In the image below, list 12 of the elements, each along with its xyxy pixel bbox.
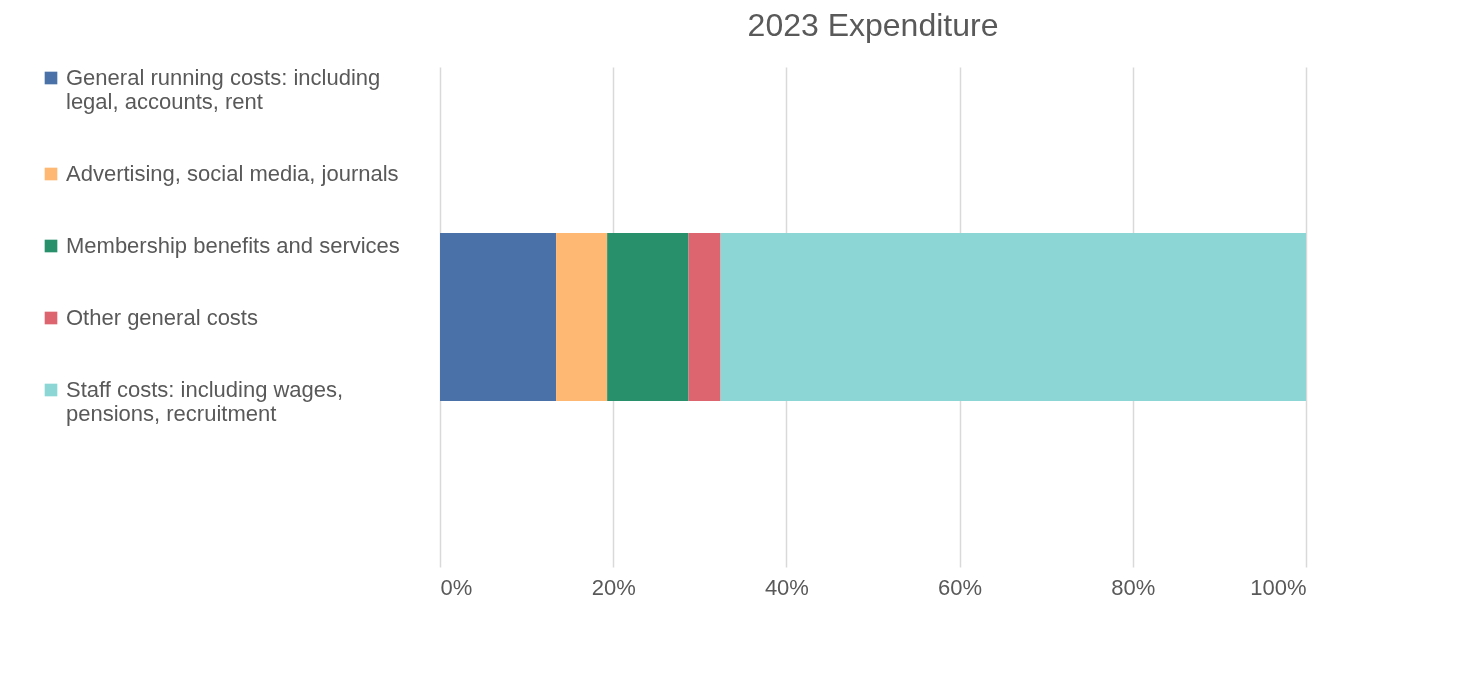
x-tick-label: 40%: [764, 574, 809, 600]
x-tick-label: 80%: [1111, 574, 1156, 600]
x-tick-label: 60%: [938, 574, 983, 600]
legend-label: Membership benefits and services: [66, 233, 400, 258]
x-tick-label: 0%: [440, 574, 473, 600]
legend-label: General running costs: including legal, accounts, rent: [66, 65, 381, 114]
x-tick-label: 20%: [591, 574, 636, 600]
x-tick-label: 100%: [1250, 574, 1307, 600]
chart-title: 2023 Expenditure: [747, 7, 999, 43]
legend-label: Advertising, social media, journals: [66, 161, 399, 186]
legend-label: Staff costs: including wages, pensions, recruitment: [66, 377, 344, 426]
legend-label: Other general costs: [66, 305, 258, 330]
